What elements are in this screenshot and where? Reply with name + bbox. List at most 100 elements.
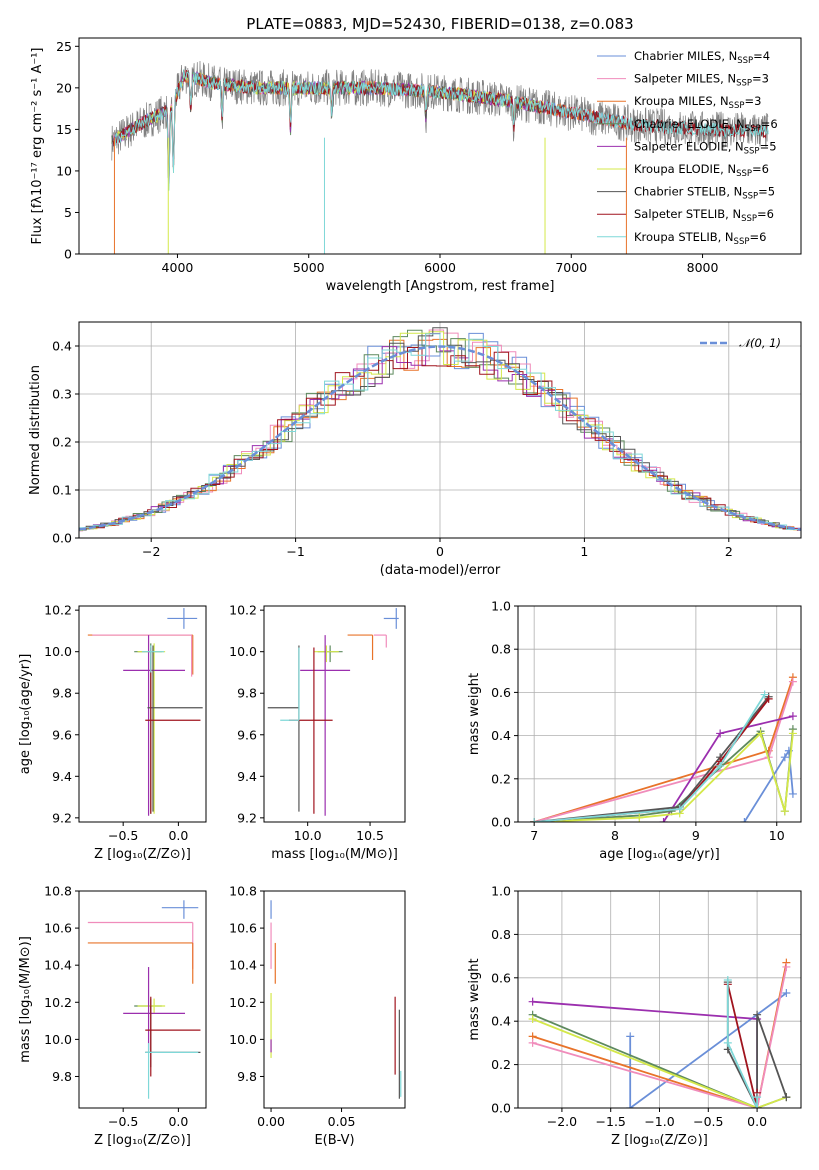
x-tick-label: −1.5 [596,1114,626,1129]
y-tick-label: 0.1 [52,483,72,498]
y-tick-label: 0.3 [52,387,72,402]
residual-histogram [79,333,801,532]
weight-point [760,690,769,699]
legend-entry: Salpeter MILES, NSSP=3 [634,72,769,89]
legend-entry: Kroupa STELIB, NSSP=6 [634,230,766,247]
weight-point [780,753,789,762]
y-axis-label: mass weight [467,673,482,755]
legend-entry: Salpeter STELIB, NSSP=6 [634,207,774,224]
x-tick-label: 0.0 [747,1114,767,1129]
x-tick-label: 5000 [293,260,325,275]
legend-entry: Salpeter ELODIE, NSSP=5 [634,139,777,156]
weight-point [675,805,684,814]
weight-point [716,761,725,770]
legend-value: =5 [760,139,777,153]
weight_vs_age-frame [517,605,802,823]
x-tick-label: 8000 [687,260,719,275]
weight-point [723,1038,732,1047]
legend-value: =3 [752,72,769,86]
weight-point [788,677,797,686]
legend-value: =6 [761,117,778,131]
x-tick-label: −0.5 [108,828,138,843]
weight-line [726,980,758,1108]
legend-text: Salpeter STELIB, N [634,207,741,221]
mass_vs_Z-plot [87,900,201,1099]
legend-entry: Chabrier ELODIE, NSSP=6 [634,117,778,134]
y-axis-label: Flux [fλ10⁻¹⁷ erg cm⁻² s⁻¹ A⁻¹] [30,48,45,245]
mass_vs_EBV-frame [263,890,406,1109]
y-tick-label: 10.6 [44,921,72,936]
weight-point [753,1010,762,1019]
weight_vs_age-plot [530,673,797,822]
y-tick-label: 0 [64,247,72,262]
y-tick-label: 10.6 [229,921,257,936]
y-tick-label: 0.0 [491,815,511,830]
legend-text: Chabrier ELODIE, N [634,117,745,131]
mass_vs_Z-ticks: −0.5 0.0 9.8 10.0 10.2 10.4 10.6 10.8 [44,884,188,1130]
legend-entry: Kroupa ELODIE, NSSP=6 [634,162,769,179]
y-tick-label: 25 [56,39,72,54]
age_vs_mass-plot [267,608,399,816]
legend-subscript: SSP [742,192,758,202]
weight-point [626,1032,635,1041]
y-tick-label: 10.2 [229,995,257,1010]
y-axis-label: mass weight [467,958,482,1040]
weight-point [788,789,797,798]
weight_vs_Z-grid [518,890,801,1109]
legend-subscript: SSP [741,214,757,224]
legend-text: Kroupa ELODIE, N [634,162,736,176]
y-tick-label: 10 [56,163,72,178]
weight-point [753,1093,762,1102]
x-tick-label: −1 [286,544,304,559]
weight-line [629,992,787,1108]
weight-point [528,1015,537,1024]
weight-point [723,975,732,984]
weight-point [528,997,537,1006]
weight_vs_Z-frame [517,890,802,1109]
weight-point [530,818,539,822]
age_vs_mass-axes: 10.0 10.5 9.2 9.4 9.6 9.8 10.0 10.2 mass [log₁₀(… [229,603,398,862]
y-tick-label: 0.8 [491,642,511,657]
x-tick-label: 0.05 [328,1114,356,1129]
spectrum-ticks: 4000 5000 6000 7000 8000 0 5 10 15 20 25 [56,39,718,275]
y-tick-label: 9.4 [52,769,72,784]
y-tick-label: 0.4 [491,1014,511,1029]
y-tick-label: 10.2 [229,603,257,618]
y-tick-label: 0.4 [491,728,511,743]
y-tick-label: 10.4 [229,958,257,973]
x-tick-label: 7 [530,828,538,843]
y-tick-label: 0.0 [52,531,72,546]
weight-point [528,1038,537,1047]
mass_vs_Z-frame [78,890,207,1109]
y-tick-label: 9.6 [52,727,72,742]
x-tick-label: 4000 [162,260,194,275]
y-axis-label: mass [log₁₀(M/M⊙)] [18,936,33,1063]
x-tick-label: 8 [611,828,619,843]
y-tick-label: 10.4 [44,958,72,973]
y-tick-label: 10.0 [44,644,72,659]
weight-line [534,694,766,822]
x-axis-label: wavelength [Angstrom, rest frame] [326,279,555,294]
weight-point [782,962,791,971]
age_vs_Z-axes: −0.5 0.0 9.2 9.4 9.6 9.8 10.0 10.2 Z [log₁₀(Z/Z⊙… [18,603,191,862]
x-tick-label: −2 [142,544,160,559]
legend-subscript: SSP [737,56,753,66]
y-tick-label: 10.2 [44,603,72,618]
weight-point [782,988,791,997]
x-axis-label: Z [log₁₀(Z/Z⊙)] [94,1133,191,1148]
legend-entry: Chabrier STELIB, NSSP=5 [634,185,775,202]
weight-point [716,729,725,738]
y-tick-label: 10.2 [44,995,72,1010]
legend-text: Kroupa STELIB, N [634,230,734,244]
weight-point [782,1093,791,1102]
weight-line [533,677,794,822]
y-tick-label: 15 [56,122,72,137]
legend-value: =3 [744,94,761,108]
spectrum-plot [111,60,769,254]
weight-line [532,1018,787,1108]
x-tick-label: 9 [692,828,700,843]
y-tick-label: 0.6 [491,685,511,700]
y-tick-label: 10.8 [229,884,257,899]
